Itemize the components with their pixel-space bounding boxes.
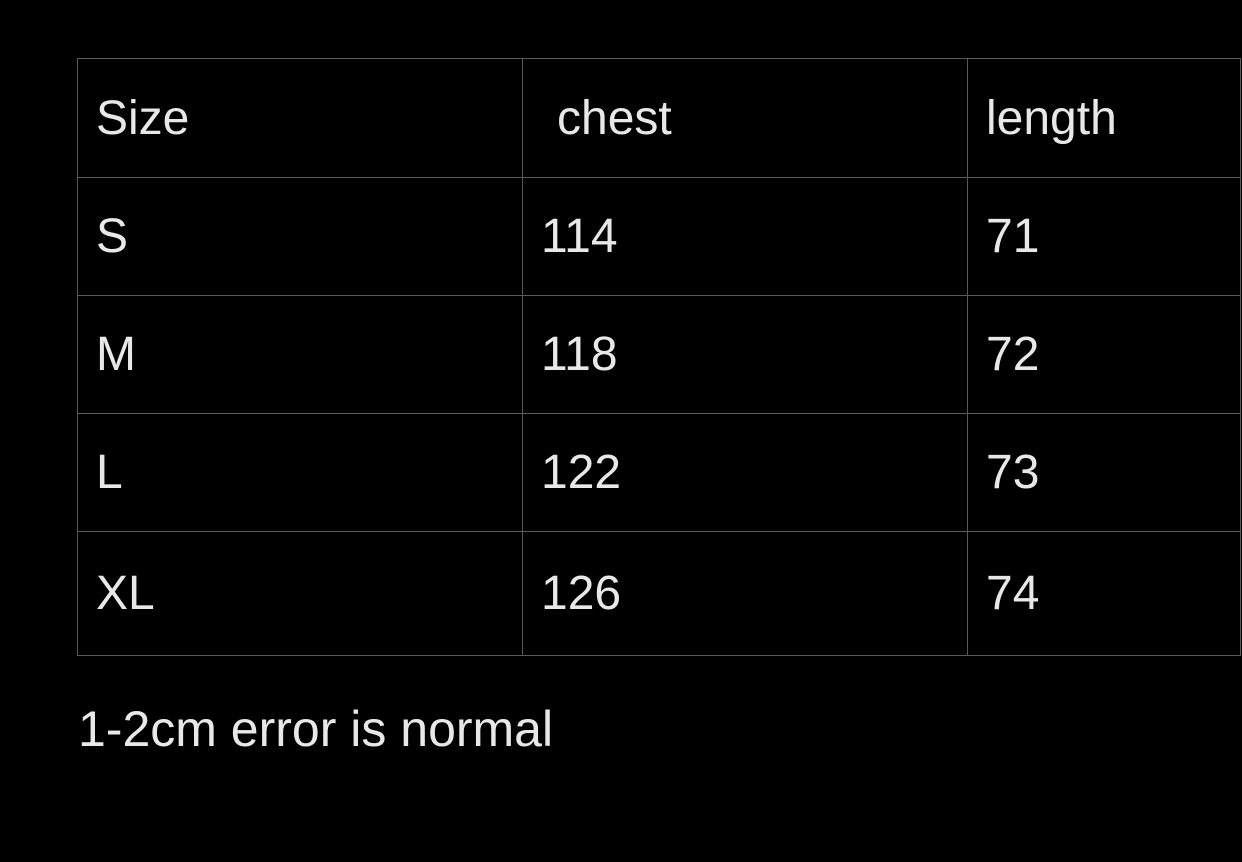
size-cell: S	[77, 177, 523, 296]
chest-cell: 118	[522, 295, 968, 414]
length-cell: 73	[967, 413, 1241, 532]
table-row: L 122 73	[77, 413, 1241, 532]
table-row: XL 126 74	[77, 531, 1241, 656]
length-cell: 72	[967, 295, 1241, 414]
header-chest: chest	[522, 58, 968, 178]
header-size: Size	[77, 58, 523, 178]
size-cell: XL	[77, 531, 523, 656]
length-cell: 71	[967, 177, 1241, 296]
size-cell: L	[77, 413, 523, 532]
header-length: length	[967, 58, 1241, 178]
chest-cell: 114	[522, 177, 968, 296]
table-row: M 118 72	[77, 295, 1241, 414]
size-chart-table: Size chest length S 114 71 M 118 72 L 12…	[77, 58, 1241, 656]
header-row: Size chest length	[77, 58, 1241, 178]
chest-cell: 122	[522, 413, 968, 532]
size-cell: M	[77, 295, 523, 414]
length-cell: 74	[967, 531, 1241, 656]
chest-cell: 126	[522, 531, 968, 656]
footer-note: 1-2cm error is normal	[78, 701, 554, 757]
table-row: S 114 71	[77, 177, 1241, 296]
